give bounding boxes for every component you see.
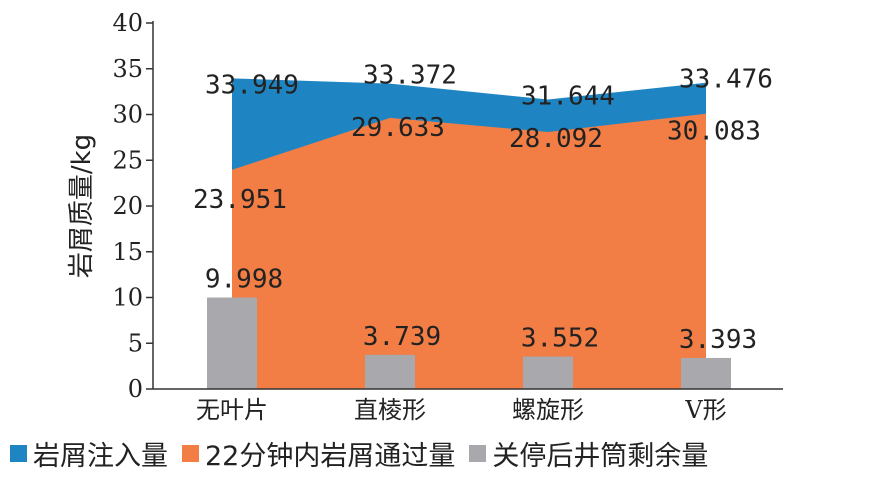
- bar-remaining: [207, 297, 257, 389]
- legend-item-injection: 岩屑注入量: [10, 434, 168, 473]
- data-label-passed: 23.951: [193, 185, 287, 215]
- data-label-remaining: 3.393: [679, 325, 757, 355]
- data-label-passed: 28.092: [509, 124, 603, 154]
- legend: 岩屑注入量 22分钟内岩屑通过量 关停后井筒剩余量: [10, 434, 722, 473]
- y-axis-label: 岩屑质量/kg: [67, 134, 97, 278]
- area-layer: [232, 78, 706, 390]
- y-tick-label: 5: [128, 329, 143, 357]
- legend-swatch: [469, 445, 487, 462]
- data-label-injection: 33.372: [363, 61, 457, 91]
- x-tick-label: V形: [684, 396, 726, 424]
- legend-item-passed: 22分钟内岩屑通过量: [182, 434, 455, 473]
- data-label-injection: 31.644: [521, 81, 615, 111]
- legend-label: 岩屑注入量: [33, 441, 168, 472]
- axes: 0 5 10 15 20 25 30 35 40 无叶片 直棱形 螺旋形 V形: [112, 9, 783, 424]
- data-label-injection: 33.476: [679, 65, 773, 95]
- data-label-remaining: 3.552: [521, 323, 599, 353]
- legend-label: 关停后井筒剩余量: [492, 441, 709, 472]
- y-tick-label: 15: [112, 238, 143, 266]
- data-label-remaining: 9.998: [205, 265, 283, 295]
- bar-layer: [207, 297, 731, 389]
- legend-swatch: [10, 445, 27, 462]
- data-label-layer: 33.949 33.372 31.644 33.476 23.951 29.633 28.0…: [193, 61, 773, 355]
- legend-label: 22分钟内岩屑通过量: [205, 441, 456, 472]
- data-label-remaining: 3.739: [363, 322, 441, 352]
- y-tick-label: 30: [112, 101, 143, 129]
- data-label-passed: 30.083: [667, 117, 761, 147]
- y-tick-label: 0: [128, 375, 143, 403]
- legend-swatch: [182, 445, 199, 462]
- y-tick-label: 10: [112, 284, 143, 312]
- bar-remaining: [523, 356, 573, 389]
- chart: 0 5 10 15 20 25 30 35 40 无叶片 直棱形 螺旋形 V形 33.949 33.372…: [67, 9, 783, 424]
- y-tick-label: 20: [112, 192, 143, 220]
- bar-remaining: [365, 354, 415, 389]
- y-tick-label: 35: [112, 55, 143, 83]
- legend-item-remaining: 关停后井筒剩余量: [469, 434, 708, 473]
- data-label-passed: 29.633: [351, 113, 445, 143]
- y-tick-label: 25: [112, 146, 143, 174]
- x-tick-label: 螺旋形: [512, 396, 584, 424]
- data-label-injection: 33.949: [205, 70, 299, 100]
- y-tick-label: 40: [112, 9, 143, 37]
- x-tick-label: 直棱形: [354, 396, 426, 424]
- bar-remaining: [681, 357, 731, 389]
- x-tick-label: 无叶片: [196, 396, 268, 424]
- area-passed: [232, 113, 706, 389]
